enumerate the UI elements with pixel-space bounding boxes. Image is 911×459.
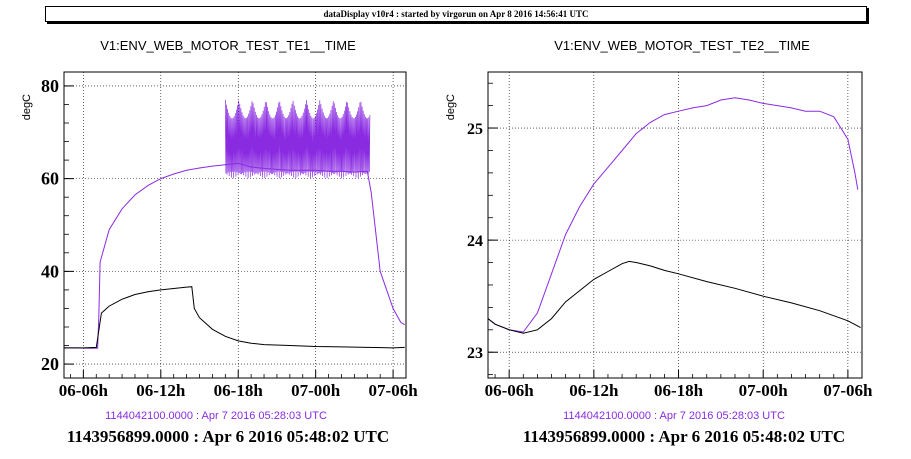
x-tick-label: 07-06h <box>823 381 873 400</box>
y-tick-label: 60 <box>41 169 59 189</box>
chart-title: V1:ENV_WEB_MOTOR_TEST_TE2__TIME <box>554 38 810 53</box>
x-tick-label: 07-00h <box>291 381 341 400</box>
plot-frame <box>63 71 407 379</box>
x-tick-label: 06-06h <box>59 381 109 400</box>
gps-end-label: 1144042100.0000 : Apr 7 2016 05:28:03 UT… <box>563 410 785 422</box>
x-tick-label: 06-06h <box>485 381 535 400</box>
chart-title: V1:ENV_WEB_MOTOR_TEST_TE1__TIME <box>100 38 356 53</box>
y-tick-label: 40 <box>41 261 59 281</box>
series-ref-line <box>488 260 861 334</box>
y-axis-label: degC <box>445 94 457 120</box>
y-tick-label: 24 <box>467 233 483 250</box>
gps-start-label: 1143956899.0000 : Apr 6 2016 05:48:02 UT… <box>523 427 845 446</box>
y-tick-label: 25 <box>467 121 483 138</box>
x-tick-label: 06-12h <box>569 381 619 400</box>
y-tick-label: 23 <box>467 345 483 362</box>
app-banner: dataDisplay v10r4 : started by virgorun … <box>45 6 867 22</box>
y-tick-label: 80 <box>41 76 59 96</box>
x-tick-label: 06-12h <box>136 381 186 400</box>
y-tick-label: 20 <box>41 354 59 374</box>
gps-start-label: 1143956899.0000 : Apr 6 2016 05:48:02 UT… <box>67 427 389 446</box>
x-tick-label: 07-06h <box>369 381 419 400</box>
plot-frame <box>487 71 863 379</box>
x-tick-label: 06-18h <box>214 381 264 400</box>
series-te-line <box>64 162 405 349</box>
gps-end-label: 1144042100.0000 : Apr 7 2016 05:28:03 UT… <box>105 410 327 422</box>
y-axis-label: degC <box>21 94 33 120</box>
series-te-line <box>488 97 859 333</box>
series-ref-line <box>64 286 405 349</box>
series-te-oscillation <box>224 99 371 179</box>
x-tick-label: 06-18h <box>654 381 704 400</box>
x-tick-label: 07-00h <box>739 381 789 400</box>
